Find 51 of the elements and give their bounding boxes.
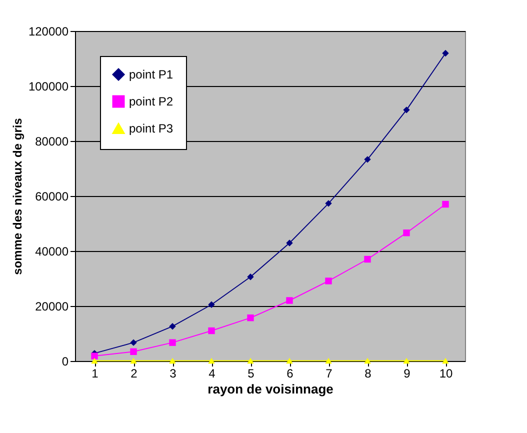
point bbox=[364, 156, 371, 163]
point bbox=[403, 229, 410, 236]
point bbox=[208, 358, 215, 364]
point bbox=[364, 256, 371, 263]
point bbox=[403, 358, 410, 364]
y-tick-label: 40000 bbox=[35, 244, 69, 258]
legend-label: point P2 bbox=[129, 94, 174, 108]
point bbox=[442, 200, 449, 208]
y-tick-label: 60000 bbox=[35, 190, 69, 204]
point bbox=[208, 301, 215, 308]
point bbox=[364, 358, 371, 364]
point bbox=[325, 278, 332, 284]
x-tick-label: 7 bbox=[326, 366, 333, 380]
x-tick-label: 1 bbox=[92, 366, 99, 380]
point bbox=[247, 358, 254, 364]
point bbox=[91, 352, 98, 360]
y-tick-label: 120000 bbox=[28, 24, 69, 38]
point bbox=[169, 358, 176, 364]
x-tick-label: 5 bbox=[248, 366, 255, 380]
point bbox=[169, 339, 176, 346]
legend-label: point P1 bbox=[129, 68, 174, 82]
point bbox=[130, 358, 137, 364]
x-tick-label: 2 bbox=[130, 366, 138, 380]
x-tick-label: 10 bbox=[439, 366, 453, 380]
x-axis-title: rayon de voisinnage bbox=[208, 382, 334, 396]
point bbox=[403, 106, 410, 114]
point bbox=[169, 322, 176, 330]
x-tick-label: 9 bbox=[404, 366, 411, 380]
y-tick-label: 20000 bbox=[35, 300, 69, 314]
x-tick-label: 6 bbox=[286, 366, 294, 380]
point bbox=[130, 348, 137, 356]
y-tick-label: 80000 bbox=[35, 134, 69, 148]
point bbox=[325, 358, 332, 364]
point bbox=[208, 327, 215, 334]
y-tick-label: 0 bbox=[62, 354, 69, 368]
point bbox=[247, 273, 254, 280]
y-tick-label: 100000 bbox=[28, 80, 69, 94]
point bbox=[286, 358, 293, 364]
x-tick-label: 3 bbox=[170, 366, 177, 380]
point bbox=[325, 200, 332, 207]
point bbox=[286, 240, 293, 246]
point bbox=[286, 297, 293, 304]
point bbox=[442, 50, 449, 57]
y-axis-title: somme des niveaux de gris bbox=[10, 118, 24, 275]
x-tick-label: 4 bbox=[208, 366, 216, 380]
legend-label: point P3 bbox=[129, 122, 174, 136]
point bbox=[91, 358, 98, 364]
point bbox=[130, 339, 137, 346]
point bbox=[442, 358, 449, 364]
point bbox=[247, 314, 254, 322]
x-tick-label: 8 bbox=[364, 366, 372, 380]
